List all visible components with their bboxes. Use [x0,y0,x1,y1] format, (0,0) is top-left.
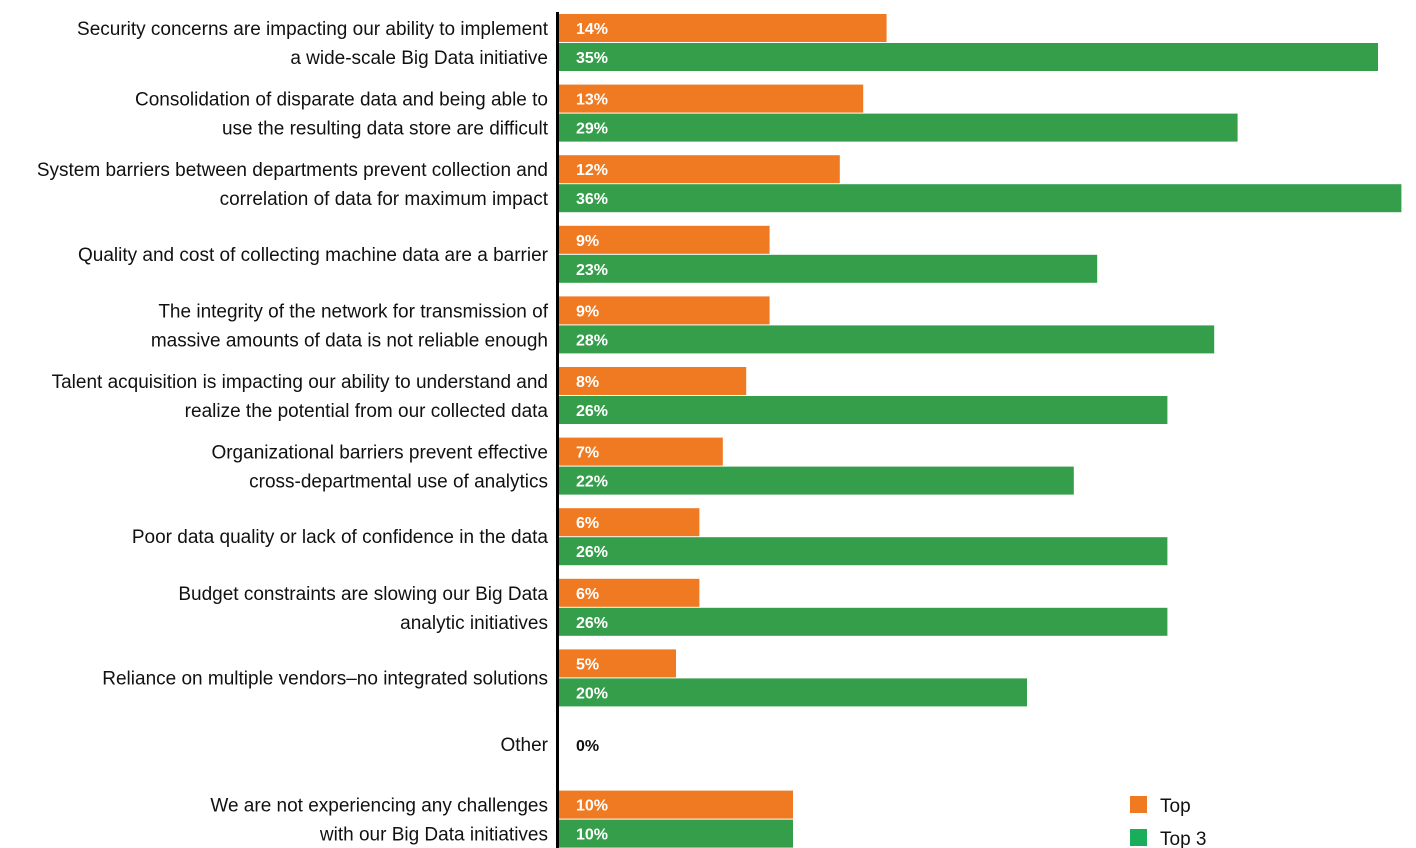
category-label: Budget constraints are slowing our Big D… [178,584,548,605]
bar-top-1 [559,84,864,113]
category-label: Other [500,735,548,756]
legend-swatch-top-3 [1130,829,1147,846]
legend-swatch-top [1130,796,1147,813]
bar-top-3-8 [559,607,1168,636]
legend-label-top-3: Top 3 [1160,829,1206,848]
bar-value-label: 10% [576,827,608,844]
bar-value-label: 35% [576,50,608,67]
bar-value-label: 8% [576,374,599,391]
bar-value-label: 26% [576,544,608,561]
bar-value-label: 6% [576,515,599,532]
category-label: with our Big Data initiatives [319,825,548,846]
bar-value-label: 9% [576,303,599,320]
category-label: a wide-scale Big Data initiative [290,48,548,69]
bar-top-3-5 [559,396,1168,424]
bar-value-label: 10% [576,798,608,815]
bar-value-label: 22% [576,474,608,491]
bar-value-label: 20% [576,685,608,702]
category-label: The integrity of the network for transmi… [158,301,548,322]
bar-value-label: 7% [576,445,599,462]
category-label: We are not experiencing any challenges [210,796,548,817]
bar-value-label: 12% [576,162,608,179]
bar-top-3-3 [559,254,1098,283]
bar-value-label: 6% [576,586,599,603]
legend: Top Top 3 [1130,796,1206,848]
bar-value-label: 28% [576,332,608,349]
bar-top-8 [559,578,700,607]
category-label: Talent acquisition is impacting our abil… [52,372,548,393]
bar-value-label: 26% [576,403,608,420]
bar-top-3-9 [559,678,1027,707]
category-label: Consolidation of disparate data and bein… [135,90,548,111]
legend-label-top: Top [1160,796,1191,817]
bar-value-label: 13% [576,92,608,109]
category-label: cross-departmental use of analytics [249,472,548,493]
bar-top-3-11 [559,819,793,848]
bar-top-3-6 [559,466,1074,495]
category-labels: Security concerns are impacting our abil… [37,19,549,846]
bar-value-label: 26% [576,615,608,632]
bar-top-2 [559,155,840,184]
category-label: analytic initiatives [400,613,548,634]
category-label: Security concerns are impacting our abil… [77,19,549,40]
bar-value-label: 0% [576,738,599,755]
category-label: Organizational barriers prevent effectiv… [211,443,548,464]
category-label: correlation of data for maximum impact [220,189,549,210]
bar-value-label: 36% [576,191,608,208]
bar-value-label: 29% [576,121,608,138]
bar-value-label: 23% [576,262,608,279]
category-label: System barriers between departments prev… [37,160,548,181]
bar-value-label: 9% [576,233,599,250]
bar-top-3-0 [559,43,1378,71]
category-label: Poor data quality or lack of confidence … [132,527,549,548]
bar-value-label: 5% [576,656,599,673]
category-label: Quality and cost of collecting machine d… [78,245,549,266]
category-label: Reliance on multiple vendors–no integrat… [102,668,548,689]
bar-top-6 [559,437,723,466]
bar-value-label: 14% [576,21,608,38]
bar-top-9 [559,649,676,678]
category-label: realize the potential from our collected… [185,401,549,422]
bar-top-7 [559,508,700,537]
bar-top-11 [559,790,793,819]
category-label: use the resulting data store are difficu… [222,119,549,140]
bars-layer: 14% 35% 13% 29% 12% 36% 9% 23% 9% 28% 8% 26% 7% 22% 6%… [559,14,1402,848]
bar-top-3-7 [559,537,1168,566]
bar-top-5 [559,367,747,395]
bar-top-3-4 [559,325,1215,354]
bar-top-3-1 [559,113,1238,142]
category-label: massive amounts of data is not reliable … [151,330,548,351]
bar-top-3 [559,225,770,254]
bar-top-4 [559,296,770,325]
bar-top-0 [559,14,887,42]
bar-top-3-2 [559,184,1402,213]
